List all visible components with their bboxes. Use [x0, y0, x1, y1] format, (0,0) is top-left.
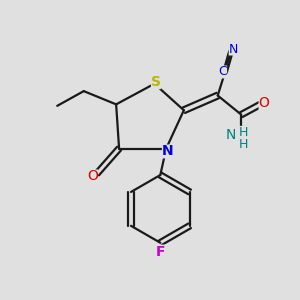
- Text: C: C: [218, 65, 227, 79]
- Text: S: S: [151, 75, 161, 89]
- Text: O: O: [259, 96, 269, 110]
- Text: N: N: [226, 128, 236, 142]
- Text: N: N: [229, 43, 238, 56]
- Text: H: H: [239, 126, 248, 139]
- Text: F: F: [156, 244, 165, 259]
- Text: N: N: [162, 145, 173, 158]
- Text: H: H: [239, 138, 248, 151]
- Text: O: O: [87, 169, 98, 184]
